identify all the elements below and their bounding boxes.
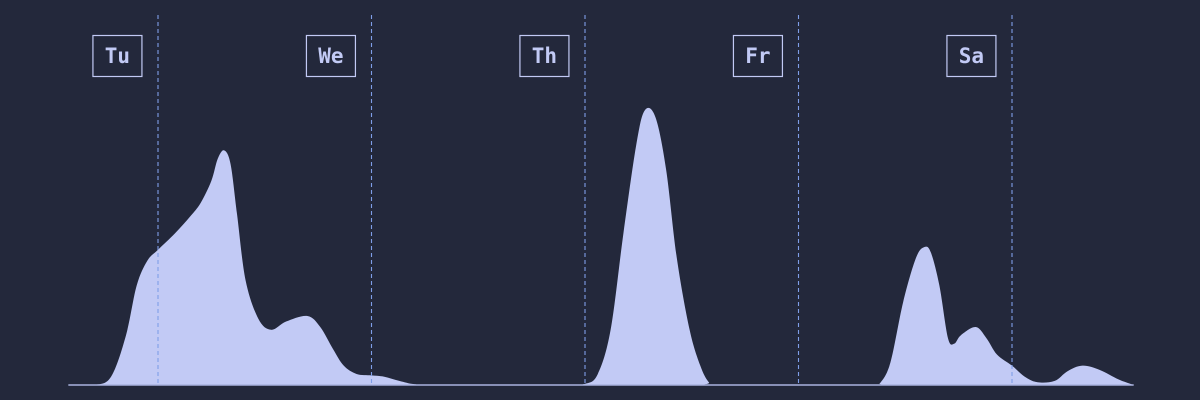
day-label-box — [946, 34, 997, 78]
day-label-box — [519, 34, 570, 78]
day-label-tu: Tu — [92, 34, 143, 78]
area-layer — [68, 107, 1134, 386]
day-label-th: Th — [519, 34, 570, 78]
density-area — [68, 107, 1134, 385]
day-label-layer: Tu We Th Fr Sa — [92, 34, 997, 78]
day-label-sa: Sa — [946, 34, 997, 78]
day-label-box — [732, 34, 784, 78]
day-label-text: Sa — [959, 44, 984, 68]
day-label-text: Th — [532, 44, 557, 68]
day-label-text: Fr — [745, 44, 770, 68]
day-label-box — [92, 34, 143, 78]
day-label-box — [305, 34, 357, 78]
day-label-we: We — [305, 34, 357, 78]
day-label-text: We — [318, 44, 343, 68]
day-label-text: Tu — [105, 44, 130, 68]
day-divider-layer — [157, 15, 1013, 385]
day-label-fr: Fr — [732, 34, 784, 78]
